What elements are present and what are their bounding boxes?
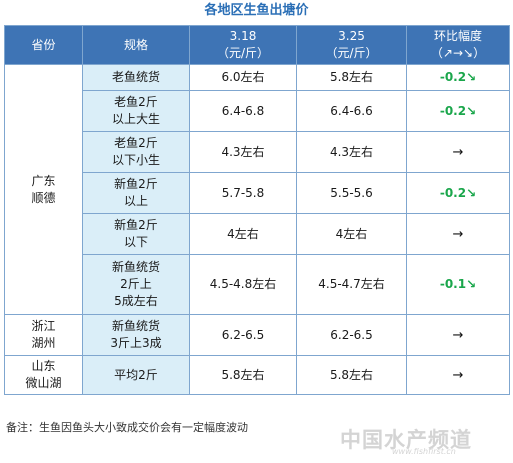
spec-line: 新鱼统货 xyxy=(111,319,160,333)
spec-cell: 老鱼2斤以下小生 xyxy=(82,131,190,173)
table-row: 浙江 湖州 新鱼统货 3斤上3成 6.2-6.5 6.2-6.5 → xyxy=(4,314,510,356)
province-line: 顺德 xyxy=(31,190,56,205)
spec-cell: 新鱼统货 2斤上 5成左右 xyxy=(82,254,190,315)
price-325-cell: 4.3左右 xyxy=(296,131,407,173)
change-down-cell: -0.2↘ xyxy=(406,90,510,132)
spec-line: 3斤上3成 xyxy=(110,336,162,350)
change-flat-cell: → xyxy=(406,314,510,356)
change-down-cell: -0.1↘ xyxy=(406,254,510,315)
province-line: 山东 xyxy=(31,359,56,373)
spec-line: 以下 xyxy=(123,235,148,249)
table-row: 新鱼统货 2斤上 5成左右 4.5-4.8左右 4.5-4.7左右 -0.1↘ xyxy=(5,254,510,315)
watermark-url: www.fishfirst.cn xyxy=(392,447,456,456)
table-row: 老鱼2斤 以下小生 4.3左右 4.3左右 → xyxy=(5,131,510,173)
spec-line: 以上 xyxy=(123,194,148,208)
price-318-cell: 4.5-4.8左右 xyxy=(189,254,297,315)
footnote: 备注：生鱼因鱼头大小致成交价会有一定幅度波动 xyxy=(6,421,248,434)
price-318-cell: 5.7-5.8 xyxy=(189,172,297,214)
price-318-cell: 4.3左右 xyxy=(189,131,297,173)
price-325-cell: 4左右 xyxy=(296,213,407,255)
spec-line: 老鱼2斤 xyxy=(114,136,158,150)
spec-cell: 新鱼2斤以上 xyxy=(82,172,190,214)
header-date2: 3.25 （元/斤） xyxy=(296,25,407,65)
watermark-logo: 中国水产频道 www.fishfirst.cn xyxy=(330,424,510,458)
spec-line: 新鱼2斤 xyxy=(114,177,158,191)
table-row: 新鱼2斤 以下 4左右 4左右 → xyxy=(5,213,510,255)
header-change-sub: （↗→↘） xyxy=(430,46,486,60)
province-cell: 浙江 湖州 xyxy=(4,314,83,356)
province-cell: 山东 微山湖 xyxy=(4,355,83,395)
spec-line: 2斤上 xyxy=(120,277,152,291)
spec-line: 老鱼2斤 xyxy=(114,95,158,109)
price-325-cell: 5.8左右 xyxy=(296,355,407,395)
header-date2-unit: （元/斤） xyxy=(325,46,378,60)
change-flat-cell: → xyxy=(406,131,510,173)
price-table: 省份 规格 3.18 （元/斤） 3.25 （元/斤） 环比幅度 （↗→↘） 广… xyxy=(4,25,510,395)
spec-line: 新鱼2斤 xyxy=(114,218,158,232)
price-325-cell: 6.2-6.5 xyxy=(296,314,407,356)
table-row: 山东 微山湖 平均2斤 5.8左右 5.8左右 → xyxy=(4,355,510,395)
change-down-cell: -0.2↘ xyxy=(406,64,510,91)
header-spec: 规格 xyxy=(82,25,190,65)
price-318-cell: 6.4-6.8 xyxy=(189,90,297,132)
price-325-cell: 5.8左右 xyxy=(296,64,407,91)
spec-line: 以上大生 xyxy=(111,112,160,126)
province-line: 微山湖 xyxy=(25,376,62,390)
table-title: 各地区生鱼出塘价 xyxy=(204,3,309,18)
header-date1: 3.18 （元/斤） xyxy=(189,25,297,65)
spec-cell: 平均2斤 xyxy=(82,355,190,395)
header-change-label: 环比幅度 xyxy=(433,29,482,43)
price-318-cell: 6.0左右 xyxy=(189,64,297,91)
spec-line: 平均2斤 xyxy=(114,367,158,382)
price-325-cell: 6.4-6.6 xyxy=(296,90,407,132)
province-line: 浙江 xyxy=(31,319,56,333)
spec-cell: 新鱼统货 3斤上3成 xyxy=(82,314,190,356)
spec-line: 5成左右 xyxy=(114,294,158,308)
province-line: 广东 xyxy=(31,173,56,188)
header-row: 省份 规格 3.18 （元/斤） 3.25 （元/斤） 环比幅度 （↗→↘） xyxy=(4,25,510,65)
spec-line: 以下小生 xyxy=(111,153,160,167)
spec-line: 老鱼统货 xyxy=(111,70,160,84)
province-cell: 广东 顺德 xyxy=(4,64,83,315)
price-318-cell: 6.2-6.5 xyxy=(189,314,297,356)
price-318-cell: 4左右 xyxy=(189,213,297,255)
spec-cell: 老鱼统货 xyxy=(82,64,190,91)
table-row: 广东 顺德 老鱼统货 6.0左右 5.8左右 -0.2↘ xyxy=(4,64,510,315)
change-down-cell: -0.2↘ xyxy=(406,172,510,214)
table-row: 老鱼2斤 以上大生 6.4-6.8 6.4-6.6 -0.2↘ xyxy=(5,90,510,132)
header-date1-unit: （元/斤） xyxy=(216,46,270,60)
spec-cell: 老鱼2斤以上大生 xyxy=(82,90,190,132)
price-325-cell: 4.5-4.7左右 xyxy=(296,254,407,315)
province-line: 湖州 xyxy=(31,336,56,350)
change-flat-cell: → xyxy=(406,213,510,255)
spec-cell: 新鱼2斤以下 xyxy=(82,213,190,255)
price-318-cell: 5.8左右 xyxy=(189,355,297,395)
spec-line: 新鱼统货 xyxy=(111,260,160,274)
price-325-cell: 5.5-5.6 xyxy=(296,172,407,214)
header-date1-label: 3.18 xyxy=(229,29,257,43)
header-date2-label: 3.25 xyxy=(338,29,365,43)
table-row: 新鱼2斤 以上 5.7-5.8 5.5-5.6 -0.2↘ xyxy=(5,172,510,214)
header-change: 环比幅度 （↗→↘） xyxy=(406,25,510,65)
change-flat-cell: → xyxy=(406,355,510,395)
table-body: 广东 顺德 老鱼统货 6.0左右 5.8左右 -0.2↘ 老鱼2斤 以上大生 6.4-6.8 6.… xyxy=(4,64,510,395)
header-province: 省份 xyxy=(4,25,83,65)
watermark-text: 中国水产频道 xyxy=(340,428,472,452)
